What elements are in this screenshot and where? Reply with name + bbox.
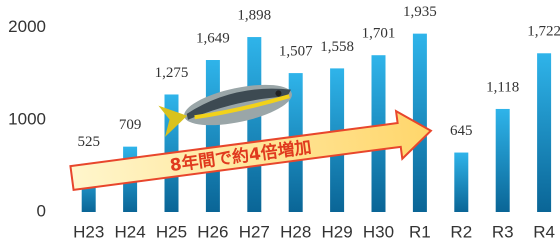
value-label: 1,722	[527, 24, 560, 40]
y-tick-label: 0	[37, 201, 46, 220]
fish-body	[181, 77, 296, 133]
bars	[82, 34, 551, 212]
chart: 8年間で約4倍増加 010002000H23525H24709H251,275H…	[0, 0, 560, 243]
x-tick-label: H30	[363, 222, 394, 241]
value-label: 709	[119, 117, 142, 133]
value-label: 1,649	[196, 30, 230, 46]
y-tick-label: 2000	[8, 17, 46, 36]
value-label: 1,118	[486, 79, 519, 95]
x-tick-label: R4	[533, 222, 555, 241]
value-label: 645	[450, 123, 473, 139]
x-tick-label: H26	[197, 222, 228, 241]
fish	[158, 77, 295, 138]
value-label: 525	[77, 134, 100, 150]
x-tick-label: H25	[156, 222, 187, 241]
page: {"chart_data":{"type":"bar", "categories…	[0, 0, 560, 243]
bar	[496, 109, 510, 212]
x-tick-label: R2	[450, 222, 472, 241]
x-tick-label: H29	[322, 222, 353, 241]
value-label: 1,275	[155, 65, 189, 81]
value-label: 1,935	[403, 4, 437, 20]
x-tick-label: R3	[492, 222, 514, 241]
bar	[206, 60, 220, 212]
x-tick-label: R1	[409, 222, 431, 241]
y-tick-label: 1000	[8, 109, 46, 128]
x-tick-label: H28	[280, 222, 311, 241]
bar	[247, 37, 261, 212]
bar	[537, 53, 551, 212]
value-label: 1,701	[362, 26, 396, 42]
value-label: 1,507	[279, 44, 313, 60]
value-label: 1,558	[320, 39, 354, 55]
x-tick-label: H27	[239, 222, 270, 241]
value-label: 1,898	[237, 7, 271, 23]
bar	[454, 153, 468, 212]
x-tick-label: H24	[115, 222, 146, 241]
x-tick-label: H23	[73, 222, 104, 241]
